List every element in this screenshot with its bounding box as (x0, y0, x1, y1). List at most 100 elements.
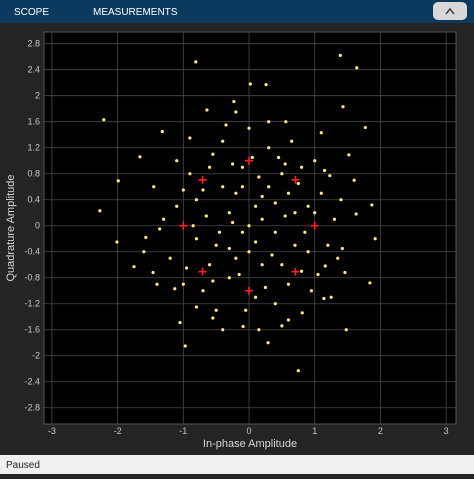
signal-point (205, 108, 209, 112)
reference-point (310, 221, 319, 230)
signal-point (116, 179, 120, 183)
signal-point (260, 217, 264, 221)
signal-point (286, 282, 291, 286)
signal-point (336, 256, 340, 260)
signal-point (319, 131, 323, 135)
signal-point (283, 162, 287, 166)
signal-point (181, 282, 185, 286)
signal-point (373, 237, 377, 241)
signal-point (173, 287, 177, 291)
axes (43, 31, 457, 425)
signal-point (175, 204, 179, 208)
signal-point (329, 295, 333, 299)
signal-point (232, 99, 236, 104)
signal-point (368, 281, 372, 285)
tab-scope[interactable]: SCOPE (14, 7, 49, 18)
signal-point (260, 194, 264, 199)
y-tick-label: 2.8 (27, 39, 40, 49)
signal-point (267, 146, 271, 150)
status-bar (0, 455, 474, 474)
y-tick-label: -2 (32, 351, 40, 361)
signal-point (299, 269, 304, 273)
signal-point (240, 230, 245, 234)
toolbar (0, 0, 474, 23)
signal-point (188, 172, 192, 176)
signal-point (313, 159, 317, 163)
signal-point (102, 118, 106, 122)
signal-point (211, 279, 215, 283)
tab-measurements[interactable]: MEASUREMENTS (93, 7, 178, 18)
signal-point (322, 296, 326, 301)
signal-point (234, 110, 238, 114)
signal-point (293, 211, 297, 215)
signal-point (267, 120, 271, 124)
reference-point (198, 175, 207, 184)
y-tick-label: -2.4 (24, 377, 40, 387)
signal-point (224, 123, 228, 127)
signal-point (230, 162, 235, 166)
signal-point (326, 243, 330, 247)
signal-point (230, 220, 235, 225)
signal-point (263, 285, 268, 290)
signal-point (280, 324, 284, 328)
signal-point (194, 198, 199, 202)
signal-point (280, 263, 284, 267)
signal-point (247, 224, 251, 228)
signal-point (286, 318, 291, 322)
signal-point (155, 282, 159, 286)
x-tick-label: 3 (444, 426, 449, 436)
y-tick-label: 1.6 (27, 117, 40, 127)
signal-point (244, 308, 248, 312)
y-tick-label: -1.6 (24, 325, 40, 335)
status-text: Paused (6, 460, 40, 471)
signal-point (293, 243, 297, 247)
signal-point (306, 250, 310, 254)
signal-point (201, 289, 205, 293)
x-tick-label: 0 (247, 426, 252, 436)
signal-point (316, 272, 320, 277)
y-tick-label: 2.4 (27, 65, 40, 75)
signal-point (144, 235, 148, 240)
signal-point (247, 250, 251, 254)
signal-point (227, 246, 231, 251)
signal-point (211, 152, 215, 156)
signal-point (347, 153, 351, 157)
signal-point (234, 256, 238, 260)
signal-point (313, 211, 317, 215)
signal-point (248, 82, 252, 86)
signal-point (267, 185, 271, 189)
signal-point (181, 188, 185, 192)
x-tick-label: -2 (114, 426, 122, 436)
x-tick-label: 2 (378, 426, 383, 436)
signal-point (319, 191, 323, 195)
y-tick-label: -0.4 (24, 247, 40, 257)
collapse-button[interactable] (433, 2, 467, 20)
signal-point (338, 53, 342, 58)
y-tick-label: 2 (35, 91, 40, 101)
signal-point (211, 316, 215, 320)
signal-point (299, 165, 304, 169)
signal-point (253, 295, 258, 299)
signal-point (184, 266, 189, 270)
signal-point (266, 341, 270, 345)
signal-point (257, 175, 261, 179)
signal-point (175, 159, 179, 163)
signal-point (221, 139, 225, 143)
signal-point (132, 265, 136, 269)
signal-point (273, 230, 277, 234)
signal-point (306, 204, 310, 208)
signal-point (322, 168, 327, 173)
signal-point (217, 230, 222, 234)
signal-point (354, 212, 358, 216)
signal-point (340, 246, 344, 251)
signal-point (234, 191, 238, 195)
signal-point (160, 129, 164, 134)
signal-point (323, 264, 327, 268)
signal-point (253, 204, 258, 208)
signal-point (270, 253, 274, 257)
signal-point (194, 60, 198, 64)
reference-point (291, 175, 300, 184)
reference-point (245, 286, 254, 295)
x-tick-label: -1 (179, 426, 187, 436)
signal-point (309, 289, 314, 293)
